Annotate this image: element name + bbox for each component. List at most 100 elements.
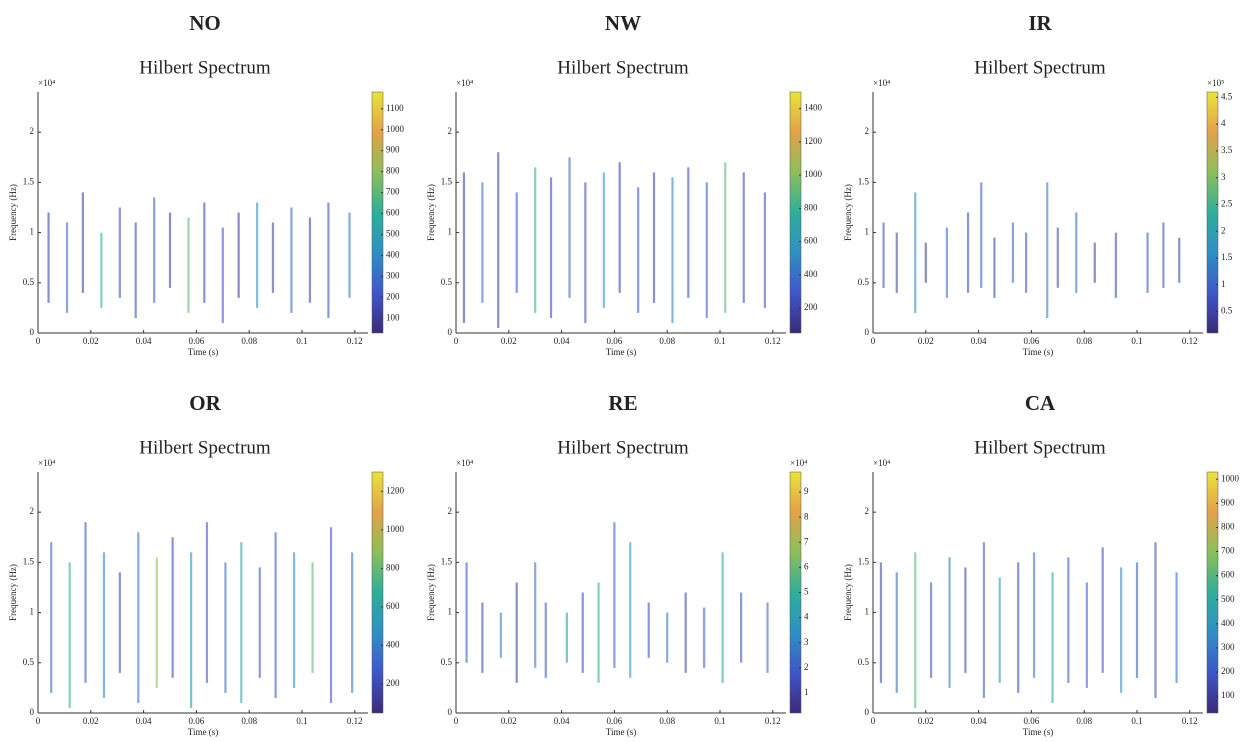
colorbar-tick-label: 1100 bbox=[386, 103, 404, 113]
colorbar-tick-label: 700 bbox=[1221, 546, 1235, 556]
y-tick-label: 1.5 bbox=[858, 176, 870, 186]
x-tick-label: 0 bbox=[454, 716, 459, 726]
panel-subtitle: Hilbert Spectrum bbox=[557, 437, 689, 458]
colorbar-tick-label: 600 bbox=[804, 236, 818, 246]
y-axis-label: Frequency (Hz) bbox=[426, 564, 436, 621]
x-tick-label: 0.12 bbox=[347, 716, 363, 726]
y-tick-label: 0.5 bbox=[858, 657, 870, 667]
x-tick-label: 0.06 bbox=[607, 336, 623, 346]
y-tick-label: 1.5 bbox=[23, 556, 35, 566]
x-tick-label: 0.1 bbox=[1131, 716, 1142, 726]
colorbar-tick-label: 9 bbox=[804, 486, 809, 496]
colorbar-tick-label: 800 bbox=[386, 562, 400, 572]
x-tick-label: 0 bbox=[871, 336, 876, 346]
y-tick-label: 1.5 bbox=[858, 556, 870, 566]
x-axis-label: Time (s) bbox=[1023, 727, 1053, 737]
colorbar-tick-label: 1200 bbox=[804, 136, 823, 146]
colorbar-tick-label: 2 bbox=[804, 662, 809, 672]
colorbar-tick-label: 100 bbox=[1221, 690, 1235, 700]
colorbar-tick-label: 1000 bbox=[386, 124, 405, 134]
colorbar-tick-label: 100 bbox=[386, 312, 400, 322]
panel-title: CA bbox=[1025, 391, 1056, 415]
x-tick-label: 0.1 bbox=[296, 716, 307, 726]
panel: NO Hilbert Spectrum ×10⁴ 0 0.5 1 1.5 2 0 0.02 0.04… bbox=[8, 11, 404, 357]
colorbar-tick-label: 8 bbox=[804, 511, 809, 521]
x-tick-label: 0.02 bbox=[918, 716, 934, 726]
colorbar bbox=[371, 91, 384, 334]
x-tick-label: 0.12 bbox=[1182, 336, 1198, 346]
colorbar-tick-label: 7 bbox=[804, 536, 809, 546]
y-tick-label: 0 bbox=[30, 707, 35, 717]
x-tick-label: 0.02 bbox=[83, 716, 99, 726]
x-tick-label: 0.06 bbox=[189, 336, 205, 346]
x-tick-label: 0.08 bbox=[241, 336, 257, 346]
colorbar-tick-label: 200 bbox=[1221, 666, 1235, 676]
y-axis-label: Frequency (Hz) bbox=[8, 564, 18, 621]
colorbar-tick-label: 1 bbox=[804, 687, 809, 697]
colorbar-tick-label: 1000 bbox=[804, 169, 823, 179]
x-tick-label: 0.1 bbox=[296, 336, 307, 346]
colorbar-tick-label: 500 bbox=[386, 229, 400, 239]
colorbar-tick-label: 600 bbox=[1221, 570, 1235, 580]
x-axis-label: Time (s) bbox=[606, 727, 636, 737]
colorbar-tick-label: 800 bbox=[386, 166, 400, 176]
colorbar-tick-label: 300 bbox=[386, 270, 400, 280]
x-axis-label: Time (s) bbox=[188, 727, 218, 737]
x-tick-label: 0 bbox=[871, 716, 876, 726]
x-tick-label: 0.06 bbox=[1024, 716, 1040, 726]
y-multiplier: ×10⁴ bbox=[873, 78, 890, 88]
y-tick-label: 1 bbox=[865, 607, 870, 617]
y-tick-label: 2 bbox=[448, 506, 453, 516]
x-tick-label: 0 bbox=[454, 336, 459, 346]
panel: IR Hilbert Spectrum ×10⁴ 0 0.5 1 1.5 2 0 0.02 0.04… bbox=[843, 11, 1233, 357]
y-tick-label: 0.5 bbox=[858, 277, 870, 287]
panel: OR Hilbert Spectrum ×10⁴ 0 0.5 1 1.5 2 0 0.02 0.04… bbox=[8, 391, 404, 737]
panel: RE Hilbert Spectrum ×10⁴ 0 0.5 1 1.5 2 0 0.02 0.04… bbox=[426, 391, 809, 737]
colorbar-tick-label: 3 bbox=[804, 637, 809, 647]
y-tick-label: 0.5 bbox=[441, 657, 453, 667]
colorbar-tick-label: 500 bbox=[1221, 594, 1235, 604]
panel-subtitle: Hilbert Spectrum bbox=[557, 57, 689, 78]
panel-title: RE bbox=[608, 391, 637, 415]
y-multiplier: ×10⁴ bbox=[38, 458, 55, 468]
x-axis-label: Time (s) bbox=[606, 347, 636, 357]
colorbar-tick-label: 1200 bbox=[386, 485, 405, 495]
colorbar-tick-label: 4 bbox=[804, 612, 809, 622]
y-axis-label: Frequency (Hz) bbox=[8, 184, 18, 241]
x-tick-label: 0 bbox=[36, 336, 41, 346]
y-multiplier: ×10⁴ bbox=[873, 458, 890, 468]
colorbar bbox=[1206, 91, 1219, 334]
y-axis-label: Frequency (Hz) bbox=[843, 564, 853, 621]
colorbar-tick-label: 700 bbox=[386, 187, 400, 197]
x-tick-label: 0.12 bbox=[765, 336, 781, 346]
panel-subtitle: Hilbert Spectrum bbox=[139, 437, 271, 458]
x-tick-label: 0.06 bbox=[1024, 336, 1040, 346]
y-tick-label: 2 bbox=[30, 506, 35, 516]
y-axis-label: Frequency (Hz) bbox=[843, 184, 853, 241]
x-tick-label: 0.04 bbox=[136, 336, 152, 346]
y-tick-label: 2 bbox=[865, 126, 870, 136]
colorbar-tick-label: 5 bbox=[804, 587, 809, 597]
x-axis-label: Time (s) bbox=[188, 347, 218, 357]
x-tick-label: 0.04 bbox=[554, 716, 570, 726]
colorbar-tick-label: 1.5 bbox=[1221, 252, 1233, 262]
x-tick-label: 0.1 bbox=[714, 336, 725, 346]
x-tick-label: 0.12 bbox=[1182, 716, 1198, 726]
colorbar-tick-label: 200 bbox=[804, 302, 818, 312]
colorbar bbox=[371, 471, 384, 714]
y-tick-label: 2 bbox=[30, 126, 35, 136]
panel-title: NO bbox=[189, 11, 221, 35]
colorbar-tick-label: 400 bbox=[804, 269, 818, 279]
y-multiplier: ×10⁴ bbox=[456, 78, 473, 88]
y-tick-label: 0 bbox=[30, 327, 35, 337]
colorbar-tick-label: 2 bbox=[1221, 225, 1226, 235]
x-tick-label: 0 bbox=[36, 716, 41, 726]
x-tick-label: 0.08 bbox=[659, 336, 675, 346]
y-tick-label: 1 bbox=[30, 607, 35, 617]
y-tick-label: 1.5 bbox=[441, 176, 453, 186]
colorbar-tick-label: 300 bbox=[1221, 642, 1235, 652]
y-tick-label: 0.5 bbox=[23, 277, 35, 287]
colorbar-tick-label: 400 bbox=[386, 640, 400, 650]
colorbar bbox=[1206, 471, 1219, 714]
